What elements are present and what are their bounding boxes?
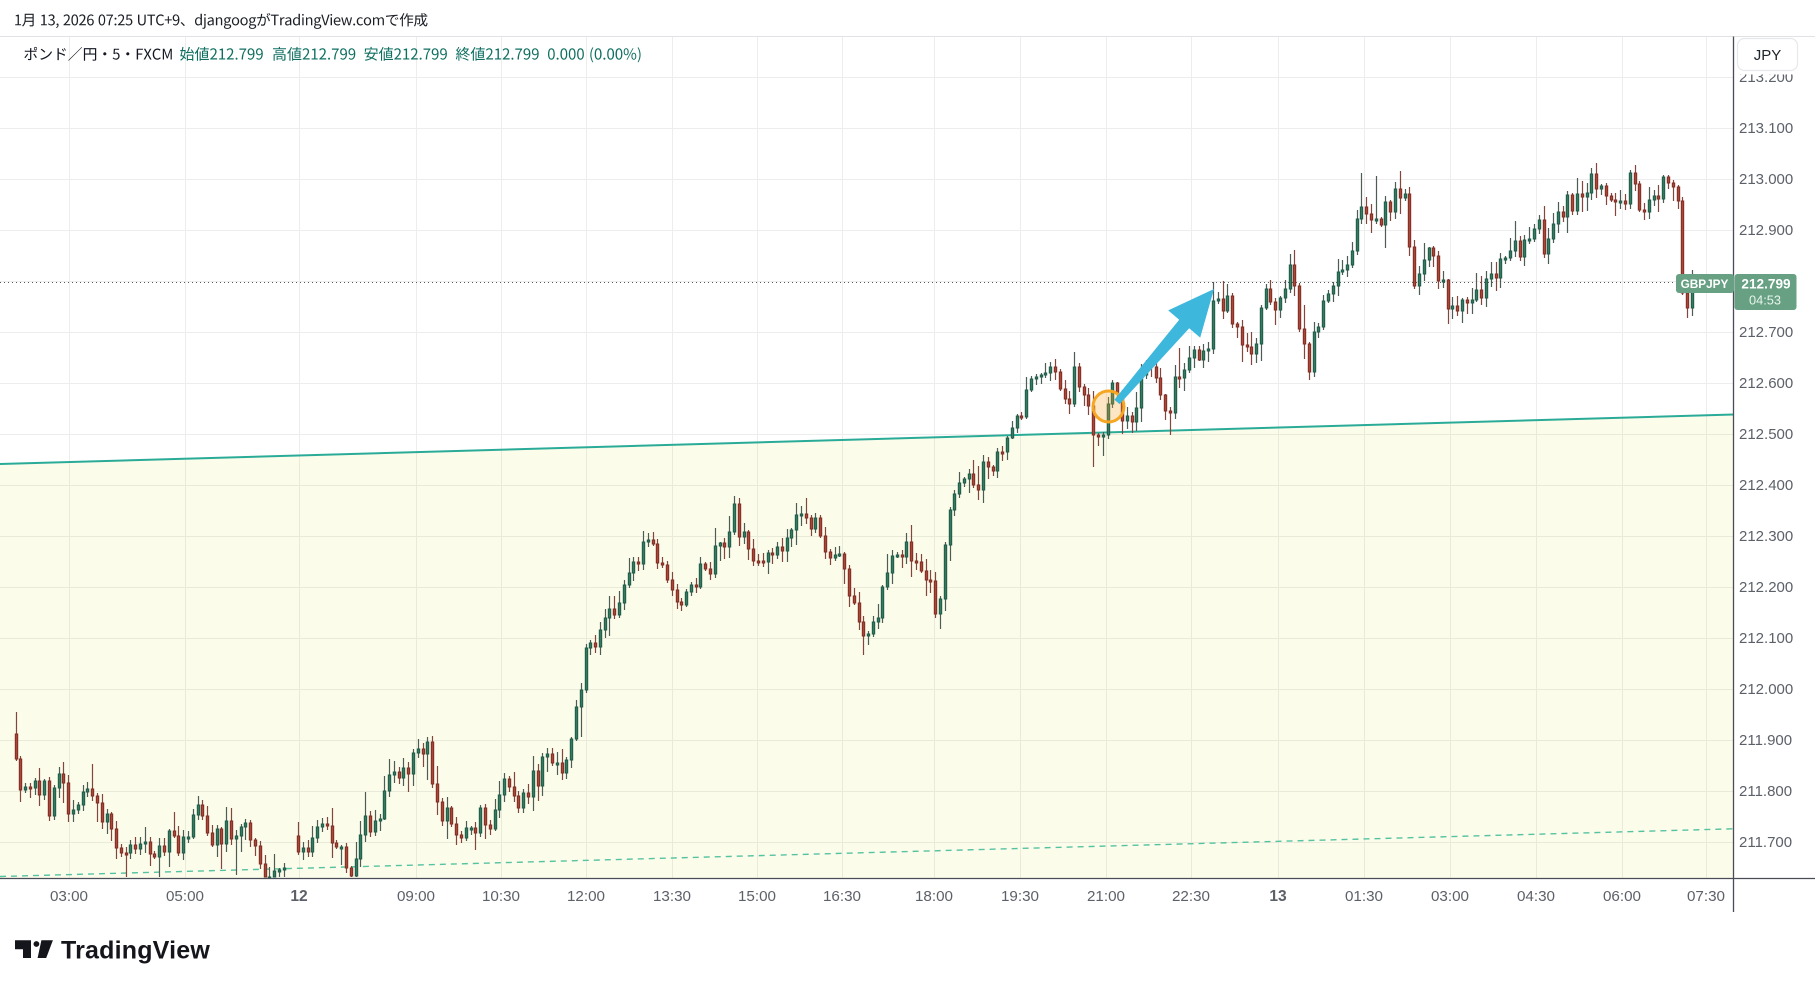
- svg-text:05:00: 05:00: [166, 888, 204, 905]
- svg-text:212.500: 212.500: [1739, 426, 1793, 443]
- svg-text:03:00: 03:00: [1431, 888, 1469, 905]
- svg-text:212.300: 212.300: [1739, 528, 1793, 545]
- svg-text:13:30: 13:30: [653, 888, 691, 905]
- svg-text:03:00: 03:00: [50, 888, 88, 905]
- svg-text:16:30: 16:30: [823, 888, 861, 905]
- svg-text:213.000: 213.000: [1739, 171, 1793, 188]
- svg-text:211.900: 211.900: [1739, 732, 1792, 749]
- svg-text:212.200: 212.200: [1739, 579, 1793, 596]
- svg-text:04:30: 04:30: [1517, 888, 1555, 905]
- svg-text:211.800: 211.800: [1739, 783, 1792, 800]
- svg-text:09:00: 09:00: [397, 888, 435, 905]
- svg-text:21:00: 21:00: [1087, 888, 1125, 905]
- svg-text:10:30: 10:30: [482, 888, 520, 905]
- svg-text:15:00: 15:00: [738, 888, 776, 905]
- svg-text:212.900: 212.900: [1739, 222, 1793, 239]
- svg-text:01:30: 01:30: [1345, 888, 1383, 905]
- svg-text:22:30: 22:30: [1172, 888, 1210, 905]
- svg-text:12:00: 12:00: [567, 888, 605, 905]
- svg-text:212.000: 212.000: [1739, 681, 1793, 698]
- svg-text:213.200: 213.200: [1739, 69, 1793, 86]
- svg-text:212.100: 212.100: [1739, 630, 1793, 647]
- svg-text:211.700: 211.700: [1739, 834, 1792, 851]
- svg-text:212.799: 212.799: [1741, 277, 1791, 292]
- svg-text:13: 13: [1269, 888, 1287, 905]
- svg-text:212.400: 212.400: [1739, 477, 1793, 494]
- svg-text:04:53: 04:53: [1749, 293, 1781, 308]
- svg-text:18:00: 18:00: [915, 888, 953, 905]
- svg-text:213.100: 213.100: [1739, 120, 1793, 137]
- svg-text:GBPJPY: GBPJPY: [1681, 277, 1729, 291]
- svg-text:06:00: 06:00: [1603, 888, 1641, 905]
- svg-text:JPY: JPY: [1754, 47, 1782, 64]
- svg-text:212.700: 212.700: [1739, 324, 1793, 341]
- svg-text:TradingView: TradingView: [61, 937, 210, 965]
- svg-text:12: 12: [290, 888, 308, 905]
- svg-text:07:30: 07:30: [1687, 888, 1725, 905]
- svg-text:19:30: 19:30: [1001, 888, 1039, 905]
- svg-text:212.600: 212.600: [1739, 375, 1793, 392]
